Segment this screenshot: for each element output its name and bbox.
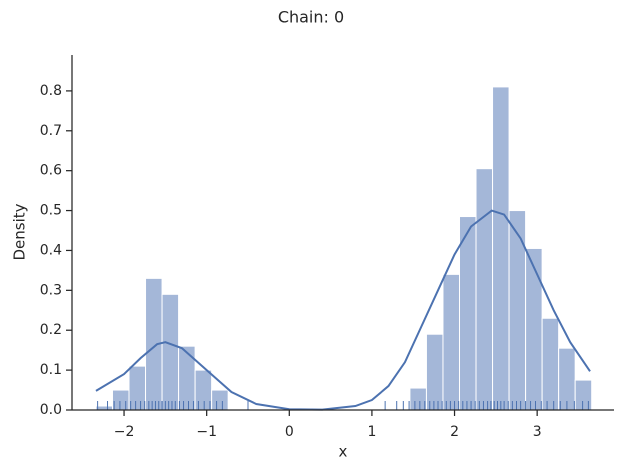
x-tick-label: −2 (114, 424, 135, 440)
bar (442, 273, 460, 411)
bar (525, 247, 543, 411)
y-tick-label: 0.0 (40, 402, 62, 418)
kde-line (95, 209, 591, 411)
x-tick-label: −1 (196, 424, 217, 440)
bar (492, 86, 510, 411)
bar (161, 293, 180, 411)
bar (409, 387, 427, 411)
bar (178, 345, 196, 411)
bar (111, 389, 130, 411)
bar (128, 365, 147, 411)
x-tick-label: 2 (450, 424, 459, 440)
y-tick-label: 0.5 (40, 203, 62, 219)
y-tick-label: 0.2 (40, 322, 62, 338)
bar (211, 389, 229, 411)
bar (458, 216, 477, 411)
y-tick-label: 0.3 (40, 282, 62, 298)
bar (425, 333, 444, 411)
y-tick-label: 0.8 (40, 83, 62, 99)
y-tick-label: 0.1 (40, 362, 62, 378)
bar (558, 347, 576, 411)
bar (574, 379, 593, 411)
x-tick-label: 1 (367, 424, 376, 440)
bar (541, 317, 560, 411)
bar (475, 168, 494, 411)
chart-title: Chain: 0 (278, 8, 344, 27)
y-tick-label: 0.6 (40, 163, 62, 179)
bar (508, 210, 527, 411)
y-tick-label: 0.7 (40, 123, 62, 139)
bar (194, 369, 213, 411)
y-axis-label: Density (11, 203, 29, 260)
x-tick-label: 0 (285, 424, 294, 440)
x-axis-label: x (339, 443, 348, 461)
x-tick-label: 3 (533, 424, 542, 440)
y-tick-label: 0.4 (40, 242, 62, 258)
